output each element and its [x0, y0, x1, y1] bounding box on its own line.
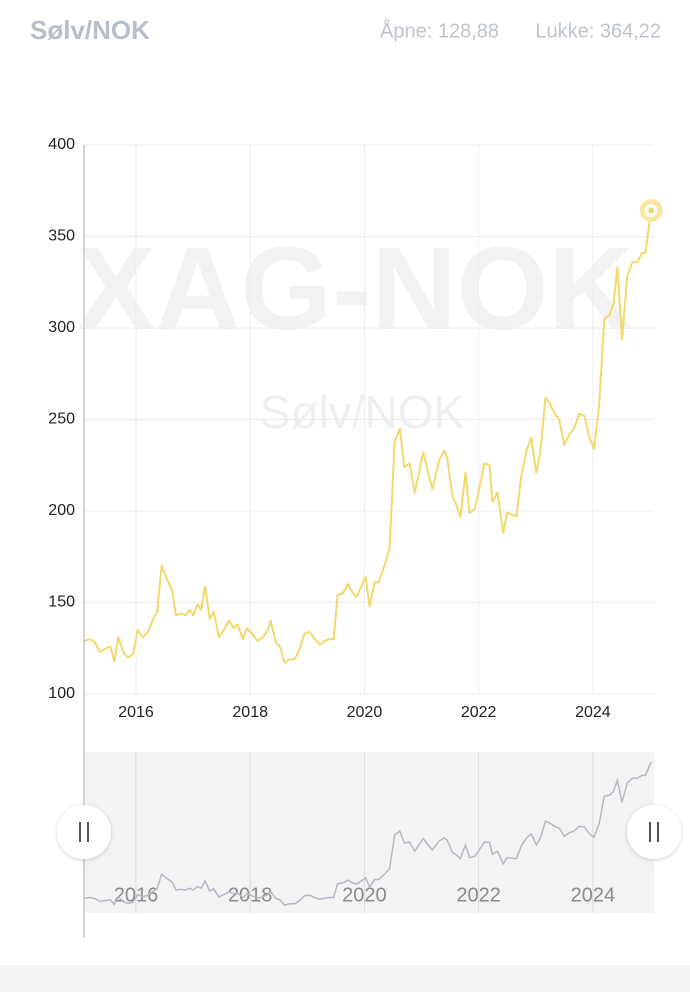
x-tick-label: 2022	[461, 704, 497, 721]
open-price: Åpne: 128,88	[380, 19, 499, 42]
handle-left[interactable]	[57, 805, 111, 859]
navigator-handle-right[interactable]	[627, 805, 681, 859]
y-tick-label: 300	[48, 319, 75, 336]
watermark-symbol: XAG-NOK	[76, 223, 633, 355]
handle-right[interactable]	[627, 805, 681, 859]
navigator-tick-label: 2024	[571, 884, 616, 906]
y-tick-label: 250	[48, 411, 75, 428]
last-point-dot	[648, 207, 655, 214]
navigator-tick-label: 2016	[114, 884, 159, 906]
footer-shade	[0, 965, 690, 992]
close-price: Lukke: 364,22	[535, 20, 661, 42]
navigator-line	[83, 761, 652, 906]
price-line	[83, 210, 653, 664]
x-tick-label: 2020	[347, 704, 383, 721]
navigator-handle-left[interactable]	[57, 805, 111, 859]
x-tick-label: 2024	[575, 704, 611, 721]
y-tick-label: 150	[48, 594, 75, 611]
y-tick-label: 350	[48, 228, 75, 245]
y-tick-label: 200	[48, 502, 75, 519]
navigator-tick-label: 2020	[342, 884, 387, 906]
plot: 1001502002503003504002016201620182018202…	[48, 136, 663, 913]
x-tick-label: 2018	[232, 704, 268, 721]
navigator-tick-label: 2022	[456, 884, 501, 906]
x-tick-label: 2016	[118, 704, 154, 721]
watermark-name: Sølv/NOK	[260, 386, 465, 438]
y-tick-label: 400	[48, 136, 75, 153]
y-tick-label: 100	[48, 685, 75, 702]
header-title: Sølv/NOK	[30, 15, 150, 45]
